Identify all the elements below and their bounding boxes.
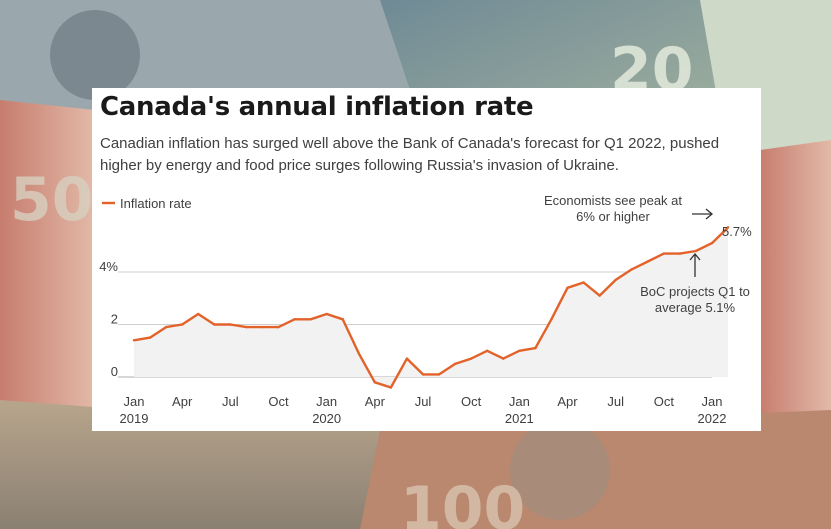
data-point (486, 349, 489, 352)
data-point (646, 260, 649, 263)
x-tick-label: Oct (461, 394, 482, 409)
x-tick-year: 2022 (698, 411, 727, 426)
data-point (598, 294, 601, 297)
data-point (726, 226, 730, 229)
data-point (164, 325, 168, 329)
data-point (373, 381, 377, 384)
data-point (437, 373, 441, 376)
x-axis-ticks: Jan 2019 Apr Jul Oct Jan 2020 Apr Jul Oct Jan 2021 A… (120, 394, 727, 426)
x-tick-label: Oct (268, 394, 289, 409)
x-tick-label: Apr (557, 394, 578, 409)
data-point (566, 286, 569, 289)
data-point (277, 325, 280, 329)
data-point (341, 318, 344, 321)
x-tick-label: Jul (222, 394, 239, 409)
chart-subtitle: Canadian inflation has surged well above… (100, 135, 720, 174)
data-point (148, 336, 152, 339)
peak-annotation-line2: 6% or higher (576, 209, 650, 224)
data-point (245, 325, 248, 329)
data-points (132, 226, 730, 389)
x-tick-label: Jan (124, 394, 145, 409)
data-point (325, 312, 328, 316)
data-point (180, 323, 184, 326)
x-tick-label: Apr (365, 394, 386, 409)
data-point (710, 241, 714, 245)
x-tick-label: Apr (172, 394, 193, 409)
data-point (662, 252, 666, 255)
data-point (405, 357, 409, 360)
data-point (502, 357, 505, 360)
area-fill (134, 227, 729, 388)
data-point (357, 352, 360, 355)
legend-label: Inflation rate (120, 196, 192, 211)
data-point (132, 339, 136, 342)
data-point (389, 386, 393, 389)
x-tick-label: Jan (316, 394, 337, 409)
svg-text:100: 100 (400, 474, 525, 529)
data-point (213, 323, 216, 326)
y-axis-ticks: 0 2 4% (99, 259, 118, 379)
data-point (421, 373, 425, 376)
data-point (534, 346, 537, 350)
data-point (694, 249, 698, 253)
y-tick-label: 4% (99, 259, 118, 274)
up-arrow-icon (689, 252, 701, 277)
data-point (518, 349, 521, 352)
y-tick-label: 0 (111, 364, 118, 379)
data-point (229, 323, 232, 326)
x-tick-label: Oct (654, 394, 675, 409)
data-point (293, 318, 296, 321)
data-point (582, 281, 585, 284)
x-tick-label: Jul (607, 394, 624, 409)
chart-title: Canada's annual inflation rate (100, 92, 534, 122)
boc-annotation-line1: BoC projects Q1 to (640, 284, 750, 299)
chart-card: 0 2 4% Jan 2019 Apr Jul Oct Jan 2020 Apr Jul Oct Jan… (92, 88, 761, 431)
data-point (309, 318, 312, 321)
x-tick-label: Jan (509, 394, 530, 409)
series-line-inflation (133, 226, 729, 389)
x-tick-label: Jul (415, 394, 432, 409)
data-point (614, 278, 617, 282)
x-tick-year: 2020 (312, 411, 341, 426)
data-point (630, 268, 633, 271)
boc-annotation-line2: average 5.1% (655, 300, 736, 315)
svg-text:50: 50 (10, 165, 94, 235)
y-tick-label: 2 (111, 312, 118, 327)
x-tick-year: 2019 (120, 411, 149, 426)
data-point (197, 312, 200, 316)
x-tick-label: Jan (702, 394, 723, 409)
data-point (261, 325, 264, 329)
x-tick-year: 2021 (505, 411, 534, 426)
data-point (678, 252, 682, 255)
peak-annotation-line1: Economists see peak at (544, 193, 682, 208)
data-point (550, 318, 553, 321)
data-point (469, 357, 473, 360)
last-value-label: 5.7% (722, 224, 752, 239)
data-point (453, 362, 457, 366)
right-arrow-icon (692, 208, 714, 220)
